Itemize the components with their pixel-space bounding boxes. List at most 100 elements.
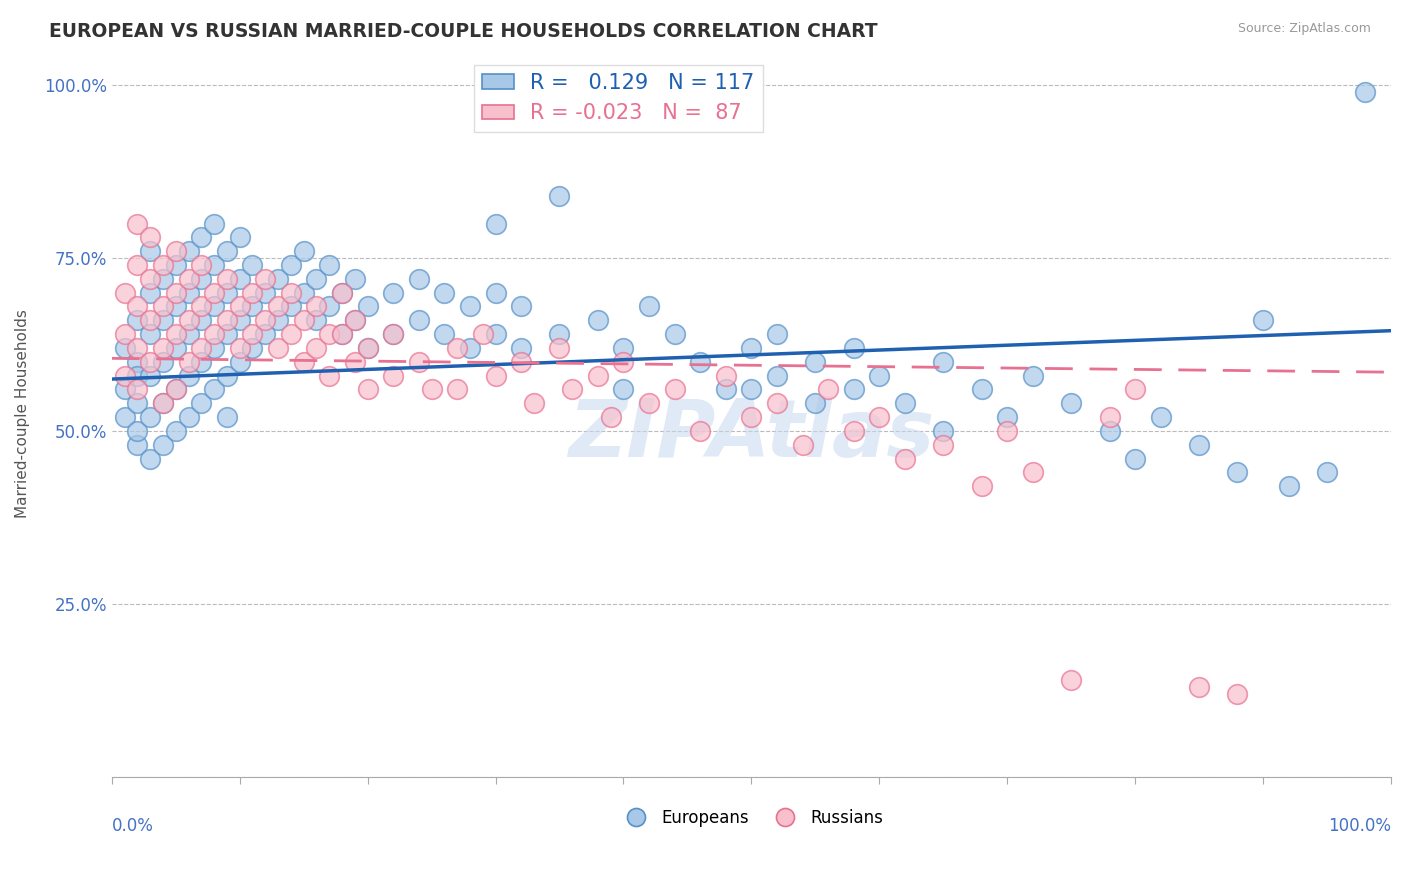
Point: [165, 383, 187, 397]
Point: [127, 258, 149, 272]
Point: [215, 327, 238, 342]
Point: [165, 424, 187, 438]
Point: [1123, 451, 1146, 466]
Point: [995, 410, 1018, 425]
Point: [177, 327, 200, 342]
Point: [1098, 410, 1121, 425]
Point: [127, 438, 149, 452]
Point: [114, 383, 136, 397]
Point: [215, 285, 238, 300]
Point: [343, 313, 366, 327]
Point: [165, 341, 187, 355]
Point: [382, 327, 405, 342]
Point: [548, 341, 571, 355]
Point: [190, 355, 212, 369]
Point: [267, 341, 290, 355]
Point: [1278, 479, 1301, 493]
Point: [842, 383, 865, 397]
Point: [792, 438, 814, 452]
Point: [932, 424, 955, 438]
Point: [471, 327, 494, 342]
Point: [202, 383, 225, 397]
Point: [484, 368, 506, 383]
Point: [586, 368, 609, 383]
Point: [127, 300, 149, 314]
Point: [139, 272, 162, 286]
Point: [1060, 673, 1083, 687]
Point: [228, 300, 250, 314]
Point: [127, 368, 149, 383]
Point: [868, 368, 890, 383]
Point: [190, 272, 212, 286]
Point: [267, 313, 290, 327]
Point: [484, 285, 506, 300]
Point: [612, 355, 634, 369]
Point: [139, 244, 162, 259]
Point: [139, 355, 162, 369]
Point: [932, 438, 955, 452]
Point: [292, 285, 315, 300]
Point: [152, 272, 174, 286]
Point: [114, 341, 136, 355]
Point: [165, 300, 187, 314]
Point: [127, 355, 149, 369]
Point: [1098, 424, 1121, 438]
Point: [152, 355, 174, 369]
Point: [202, 285, 225, 300]
Point: [139, 285, 162, 300]
Point: [202, 217, 225, 231]
Point: [139, 410, 162, 425]
Point: [228, 313, 250, 327]
Point: [242, 285, 264, 300]
Point: [433, 285, 456, 300]
Point: [970, 479, 993, 493]
Point: [254, 313, 277, 327]
Point: [1022, 368, 1045, 383]
Point: [868, 410, 890, 425]
Point: [114, 327, 136, 342]
Point: [280, 327, 302, 342]
Point: [561, 383, 583, 397]
Point: [292, 355, 315, 369]
Point: [177, 410, 200, 425]
Point: [177, 244, 200, 259]
Point: [343, 355, 366, 369]
Point: [842, 341, 865, 355]
Point: [356, 383, 378, 397]
Point: [202, 258, 225, 272]
Point: [305, 341, 328, 355]
Point: [970, 383, 993, 397]
Point: [446, 341, 468, 355]
Point: [152, 258, 174, 272]
Point: [330, 285, 353, 300]
Point: [242, 327, 264, 342]
Point: [165, 383, 187, 397]
Point: [714, 383, 737, 397]
Point: [523, 396, 546, 410]
Point: [165, 285, 187, 300]
Point: [228, 355, 250, 369]
Point: [343, 272, 366, 286]
Point: [740, 383, 762, 397]
Text: 100.0%: 100.0%: [1329, 816, 1391, 835]
Point: [267, 300, 290, 314]
Point: [242, 258, 264, 272]
Point: [510, 355, 533, 369]
Point: [292, 313, 315, 327]
Point: [612, 341, 634, 355]
Point: [228, 272, 250, 286]
Text: ZIPAtlas: ZIPAtlas: [568, 396, 935, 475]
Text: Source: ZipAtlas.com: Source: ZipAtlas.com: [1237, 22, 1371, 36]
Point: [842, 424, 865, 438]
Point: [586, 313, 609, 327]
Point: [330, 285, 353, 300]
Point: [254, 327, 277, 342]
Point: [114, 285, 136, 300]
Point: [714, 368, 737, 383]
Text: 0.0%: 0.0%: [111, 816, 153, 835]
Point: [305, 272, 328, 286]
Point: [766, 327, 789, 342]
Point: [190, 313, 212, 327]
Point: [689, 424, 711, 438]
Point: [484, 327, 506, 342]
